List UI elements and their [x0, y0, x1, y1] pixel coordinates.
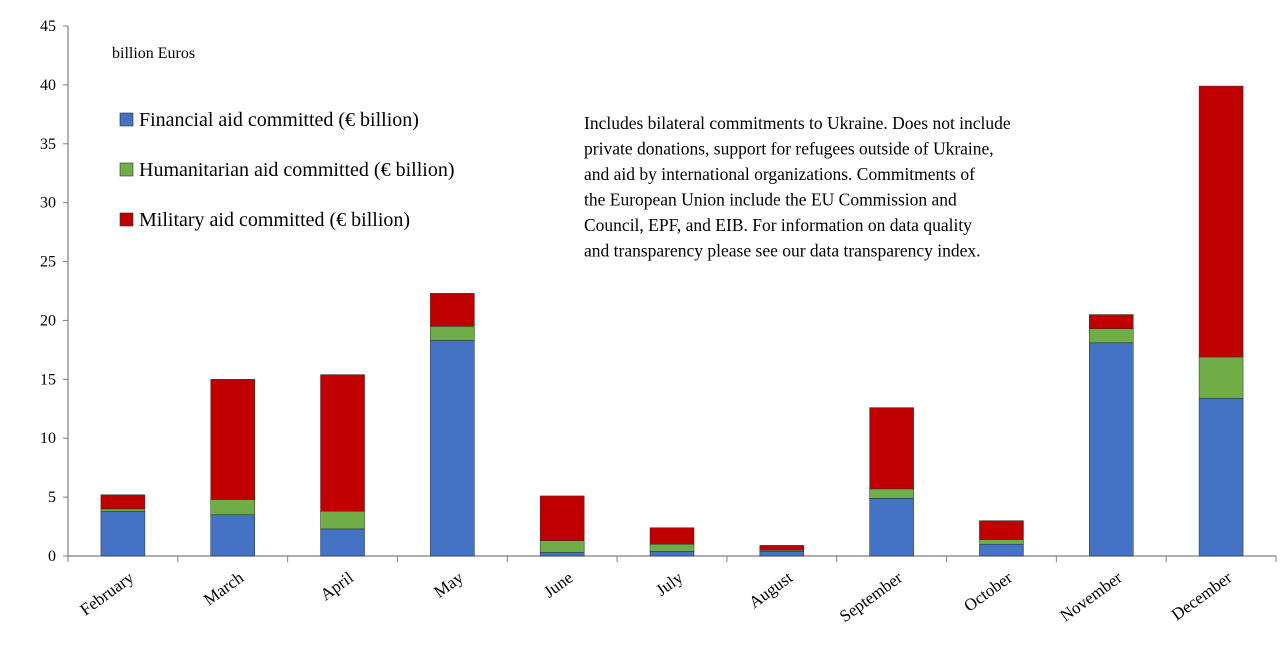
- x-tick-label: June: [540, 568, 576, 602]
- bar-segment: [100, 510, 146, 557]
- bar-segment: [1089, 328, 1134, 344]
- legend-label: Military aid committed (€ billion): [139, 209, 410, 231]
- bar-segment: [430, 340, 475, 557]
- bar-segment: [649, 527, 695, 545]
- bar-segment: [649, 543, 695, 552]
- x-tick-label: October: [960, 568, 1016, 616]
- x-tick-label: April: [317, 568, 357, 605]
- bar-segment: [100, 508, 146, 512]
- bar-segment: [1089, 314, 1134, 329]
- bar-segment: [869, 498, 914, 557]
- y-tick-label: 15: [40, 371, 56, 388]
- legend-swatch: [119, 212, 134, 227]
- x-tick-label: May: [430, 568, 467, 602]
- bars: [100, 85, 1244, 557]
- x-tick-label: August: [745, 568, 796, 612]
- bar-segment: [759, 551, 805, 557]
- bar-segment: [759, 545, 805, 551]
- bar-segment: [100, 494, 146, 510]
- bar-segment: [320, 528, 365, 557]
- y-tick-label: 40: [40, 77, 56, 94]
- note-line: Includes bilateral commitments to Ukrain…: [584, 113, 1011, 133]
- y-tick-label: 25: [40, 254, 56, 271]
- y-tick-label: 35: [40, 136, 56, 153]
- y-tick-label: 20: [40, 312, 56, 329]
- y-tick-label: 45: [40, 18, 56, 35]
- bar-segment: [1198, 397, 1244, 557]
- bar-segment: [539, 552, 585, 557]
- note-line: and transparency please see our data tra…: [584, 241, 980, 261]
- bar-segment: [1198, 356, 1244, 399]
- bar-segment: [979, 539, 1024, 545]
- y-tick-label: 5: [48, 489, 56, 506]
- bar-segment: [1198, 85, 1244, 358]
- note-text: Includes bilateral commitments to Ukrain…: [584, 113, 1011, 261]
- legend-label: Humanitarian aid committed (€ billion): [139, 159, 454, 181]
- x-tick-label: September: [836, 568, 906, 626]
- bar-segment: [1089, 342, 1134, 557]
- bar-segment: [539, 495, 585, 541]
- bar-segment: [979, 543, 1024, 557]
- bar-segment: [320, 510, 365, 530]
- note-line: and aid by international organizations. …: [584, 164, 975, 184]
- x-tick-label: December: [1168, 568, 1236, 625]
- x-tick-label: July: [652, 568, 686, 600]
- x-tick-label: March: [200, 568, 247, 610]
- bar-segment: [869, 488, 914, 499]
- legend-label: Financial aid committed (€ billion): [139, 109, 419, 131]
- y-axis: 0 5 10 15 20 25 30 35 40 45: [40, 18, 69, 565]
- legend-swatch: [119, 162, 134, 177]
- y-tick-label: 10: [40, 430, 56, 447]
- note-line: Council, EPF, and EIB. For information o…: [584, 215, 972, 235]
- bar-segment: [210, 514, 255, 557]
- legend-swatch: [119, 112, 134, 127]
- bar-segment: [430, 326, 475, 341]
- y-tick-label: 0: [48, 548, 56, 565]
- bar-segment: [430, 293, 475, 327]
- bar-segment: [539, 540, 585, 553]
- x-tick-label: November: [1056, 568, 1125, 626]
- y-tick-label: 30: [40, 195, 56, 212]
- bar-segment: [320, 374, 365, 512]
- bar-segment: [210, 379, 255, 500]
- bar-segment: [979, 520, 1024, 540]
- x-axis: February March April May June July August Septe…: [67, 555, 1277, 626]
- bar-segment: [649, 551, 695, 557]
- bar-segment: [210, 499, 255, 516]
- x-tick-label: February: [76, 568, 137, 620]
- unit-label: billion Euros: [112, 45, 195, 62]
- bar-segment: [869, 407, 914, 490]
- legend: Financial aid committed (€ billion) Human…: [119, 109, 454, 231]
- note-line: private donations, support for refugees …: [584, 139, 994, 159]
- note-line: the European Union include the EU Commis…: [584, 190, 957, 210]
